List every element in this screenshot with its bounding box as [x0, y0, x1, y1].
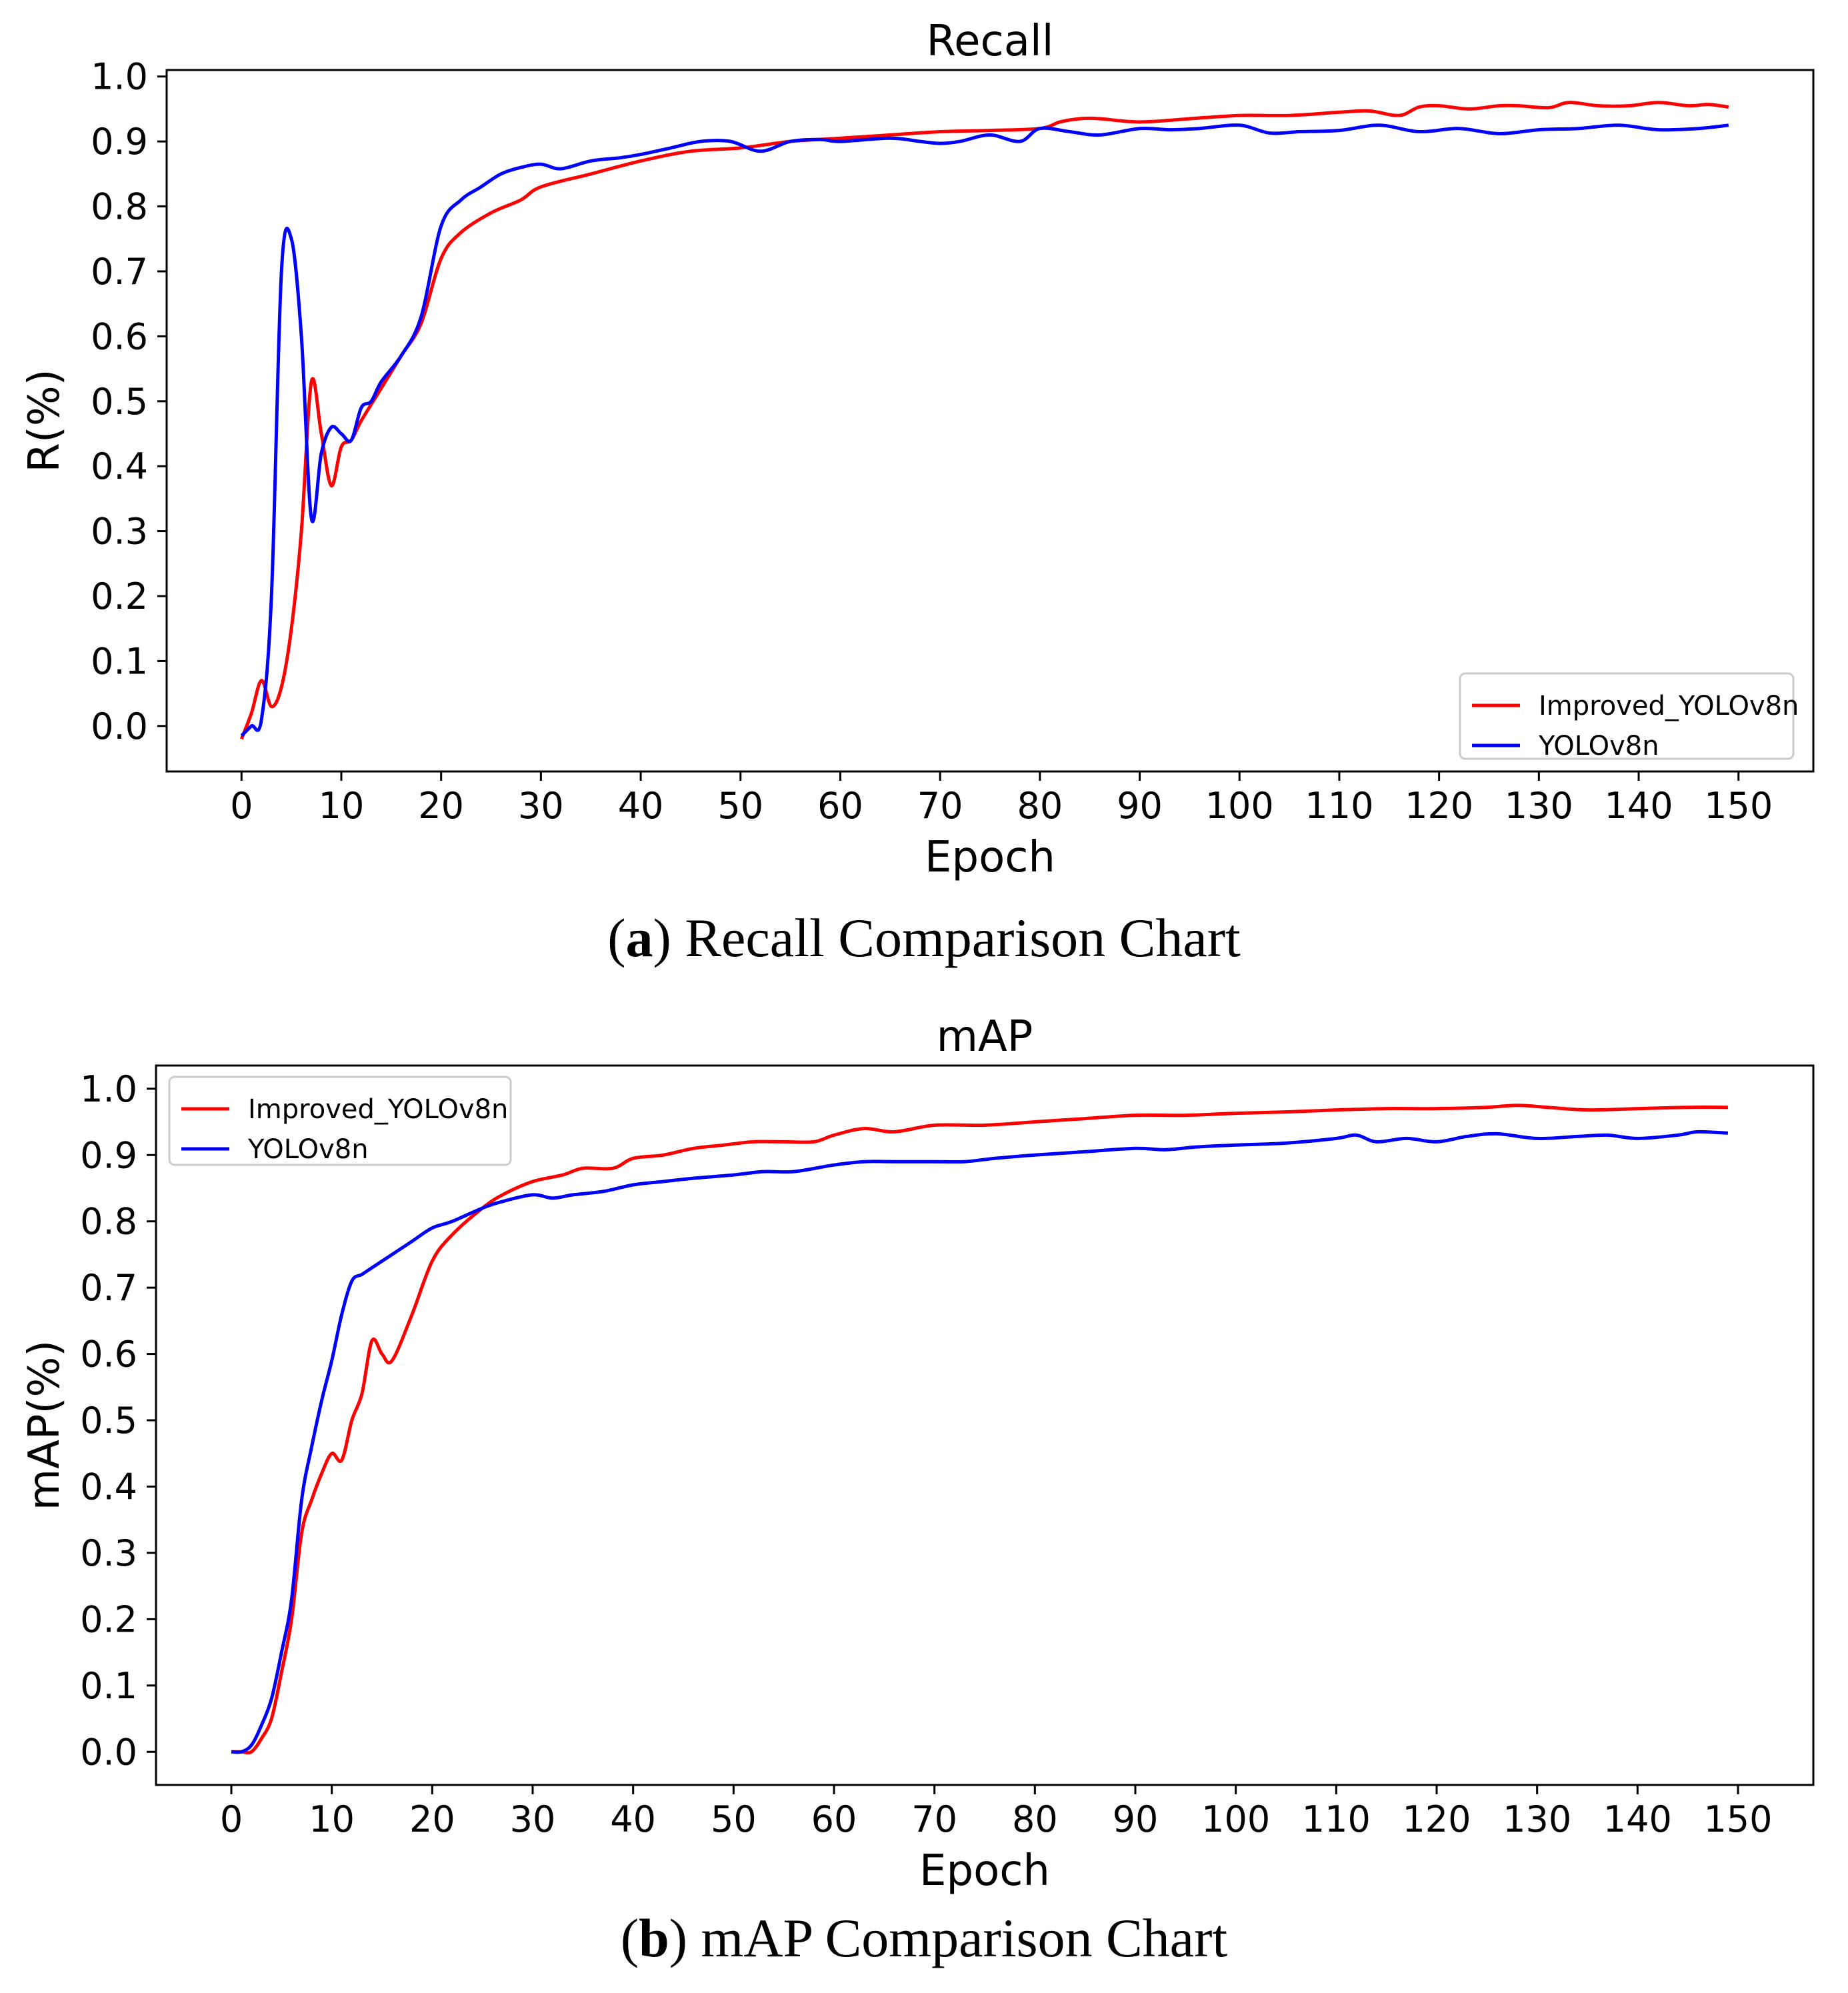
caption-a: (a) Recall Comparison Chart — [607, 907, 1241, 968]
y-tick-label: 0.1 — [80, 1665, 137, 1707]
x-tick-label: 50 — [717, 785, 763, 827]
chart-title: Recall — [927, 17, 1054, 66]
y-tick-label: 0.0 — [80, 1731, 137, 1773]
legend-entry: YOLOv8n — [247, 1134, 369, 1165]
x-tick-label: 100 — [1201, 1798, 1270, 1840]
legend-entry: Improved_YOLOv8n — [248, 1094, 508, 1125]
y-tick-label: 0.9 — [91, 121, 148, 163]
x-tick-label: 130 — [1505, 785, 1573, 827]
y-tick-label: 0.3 — [91, 511, 148, 553]
legend-box — [1459, 672, 1795, 760]
y-tick-label: 0.6 — [91, 315, 148, 357]
x-tick-label: 120 — [1405, 785, 1473, 827]
plot-frame — [155, 1064, 1815, 1786]
legend-box — [168, 1076, 512, 1166]
x-axis-label: Epoch — [925, 833, 1055, 882]
y-tick-label: 0.3 — [80, 1532, 137, 1574]
x-tick-label: 150 — [1704, 785, 1773, 827]
x-tick-label: 60 — [817, 785, 863, 827]
x-tick-label: 80 — [1012, 1798, 1058, 1840]
y-tick-label: 0.4 — [80, 1466, 137, 1508]
x-tick-label: 0 — [220, 1798, 243, 1840]
x-tick-label: 90 — [1117, 785, 1163, 827]
y-tick-label: 0.1 — [91, 640, 148, 682]
y-tick-label: 0.7 — [80, 1267, 137, 1309]
y-tick-label: 0.7 — [91, 251, 148, 293]
plot-frame — [165, 69, 1815, 773]
caption-b-letter: b — [639, 1908, 669, 1968]
x-tick-label: 60 — [811, 1798, 857, 1840]
series-line-yolov8n — [231, 1130, 1729, 1754]
x-tick-label: 110 — [1302, 1798, 1371, 1840]
y-tick-label: 0.0 — [91, 705, 148, 747]
y-tick-label: 0.4 — [91, 445, 148, 487]
y-axis-label: R(%) — [20, 369, 69, 472]
x-axis-label: Epoch — [919, 1846, 1050, 1896]
x-tick-label: 40 — [618, 785, 664, 827]
chart-recall: Recall 0 10 20 30 40 50 60 70 80 90 100 110 120 130 140… — [20, 17, 1815, 882]
x-tick-label: 40 — [610, 1798, 656, 1840]
x-tick-label: 90 — [1113, 1798, 1159, 1840]
caption-b: (b) mAP Comparison Chart — [620, 1908, 1228, 1968]
y-tick-label: 0.9 — [80, 1134, 137, 1176]
x-tick-label: 120 — [1402, 1798, 1471, 1840]
x-tick-label: 130 — [1503, 1798, 1571, 1840]
y-tick-label: 0.8 — [80, 1201, 137, 1243]
x-tick-label: 30 — [510, 1798, 556, 1840]
x-tick-label: 140 — [1603, 1798, 1672, 1840]
x-tick-label: 20 — [409, 1798, 455, 1840]
y-tick-label: 0.2 — [80, 1598, 137, 1640]
caption-a-letter: a — [625, 907, 653, 968]
y-tick-label: 0.6 — [80, 1334, 137, 1376]
legend-entry: YOLOv8n — [1538, 731, 1659, 761]
series-line-yolov8n — [240, 123, 1729, 737]
legend-entry: Improved_YOLOv8n — [1539, 691, 1799, 721]
x-tick-label: 100 — [1205, 785, 1274, 827]
y-tick-label: 0.2 — [91, 575, 148, 617]
y-tick-label: 0.5 — [91, 381, 148, 423]
x-tick-label: 50 — [711, 1798, 757, 1840]
caption-a-text: Recall Comparison Chart — [685, 907, 1241, 968]
y-tick-label: 0.5 — [80, 1400, 137, 1442]
x-tick-label: 10 — [319, 785, 365, 827]
x-tick-label: 20 — [418, 785, 464, 827]
x-tick-label: 110 — [1305, 785, 1373, 827]
series-line-improved — [231, 1104, 1728, 1755]
chart-map: mAP 0 10 20 30 40 50 60 70 80 90 100 110 120 130 140 150… — [20, 1012, 1815, 1896]
x-tick-label: 30 — [518, 785, 564, 827]
x-tick-label: 70 — [911, 1798, 957, 1840]
y-tick-label: 1.0 — [91, 56, 148, 98]
caption-b-text: mAP Comparison Chart — [701, 1908, 1228, 1968]
y-tick-label: 0.8 — [91, 186, 148, 228]
x-tick-label: 70 — [917, 785, 963, 827]
chart-title: mAP — [937, 1012, 1033, 1062]
x-tick-label: 150 — [1703, 1798, 1772, 1840]
y-axis-label: mAP(%) — [20, 1340, 69, 1510]
x-tick-label: 0 — [230, 785, 253, 827]
x-tick-label: 140 — [1604, 785, 1673, 827]
x-tick-label: 80 — [1017, 785, 1063, 827]
y-tick-label: 1.0 — [80, 1068, 137, 1110]
x-tick-label: 10 — [309, 1798, 355, 1840]
